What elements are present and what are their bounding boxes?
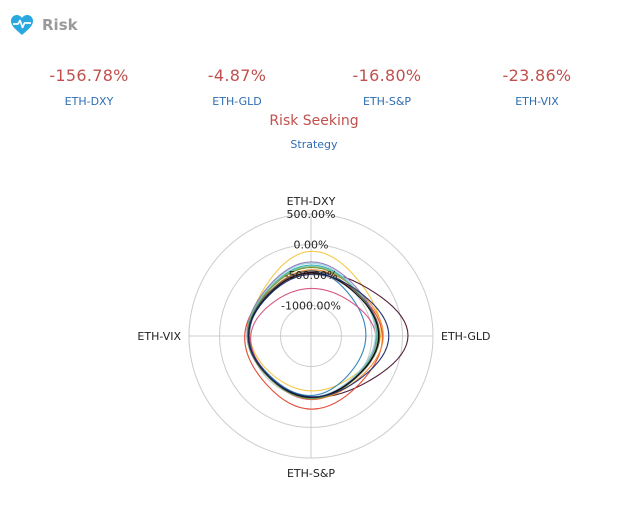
metric-label: ETH-GLD bbox=[212, 95, 262, 108]
radar-chart: 500.00% 0.00% -500.00% -1000.00% ETH-DXY ETH-… bbox=[137, 195, 490, 480]
radial-tick-label: 0.00% bbox=[294, 239, 329, 252]
strategy-summary: Risk Seeking Strategy bbox=[0, 113, 628, 151]
metric-value: -156.78% bbox=[49, 66, 129, 85]
radial-tick-label: -1000.00% bbox=[281, 300, 341, 313]
axis-title: ETH-GLD bbox=[441, 330, 490, 343]
metric-label: ETH-S&P bbox=[362, 95, 412, 108]
heart-pulse-icon bbox=[11, 15, 33, 35]
series-line bbox=[246, 261, 379, 398]
radial-tick-label: -500.00% bbox=[285, 269, 338, 282]
series-line bbox=[247, 264, 378, 399]
metric-value: -16.80% bbox=[352, 66, 422, 85]
strategy-label: Strategy bbox=[290, 138, 338, 151]
radial-tick-label: 500.00% bbox=[287, 208, 336, 221]
axis-title: ETH-VIX bbox=[137, 330, 181, 343]
axis-title: ETH-DXY bbox=[287, 195, 336, 208]
metric-value: -23.86% bbox=[502, 66, 572, 85]
strategy-value: Risk Seeking bbox=[269, 113, 359, 129]
metric-eth-sp: -16.80% ETH-S&P bbox=[312, 66, 462, 108]
panel-title: Risk bbox=[42, 16, 78, 34]
series-line bbox=[248, 273, 390, 398]
panel-header: Risk bbox=[10, 10, 78, 40]
metric-eth-vix: -23.86% ETH-VIX bbox=[462, 66, 612, 108]
metric-eth-gld: -4.87% ETH-GLD bbox=[162, 66, 312, 108]
metric-label: ETH-DXY bbox=[64, 95, 114, 108]
metric-eth-dxy: -156.78% ETH-DXY bbox=[14, 66, 164, 108]
metric-value: -4.87% bbox=[207, 66, 267, 85]
metric-label: ETH-VIX bbox=[515, 95, 559, 108]
axis-title: ETH-S&P bbox=[287, 467, 335, 480]
